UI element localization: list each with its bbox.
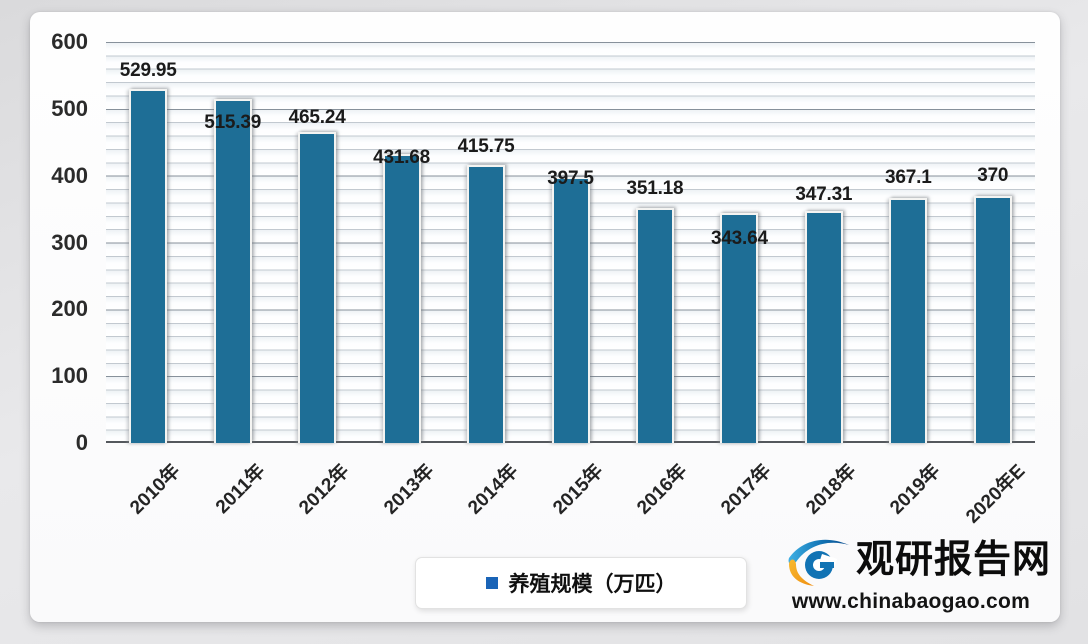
bar-2013年 [382,154,421,443]
y-axis-tick-600: 600 [51,29,88,54]
x-axis-label-2016年: 2016年 [633,460,692,519]
x-axis-label-2012年: 2012年 [295,460,354,519]
y-axis-tick-500: 500 [51,95,88,121]
bar-2010年 [129,88,168,443]
legend: 养殖规模（万匹） [415,557,747,609]
bar-2019年 [889,197,928,443]
data-label-2019年: 367.1 [885,166,932,188]
bar-2014年 [467,165,506,443]
x-axis-label-2019年: 2019年 [886,460,945,519]
x-axis-label-2011年: 2011年 [211,460,270,518]
data-label-2017年: 343.64 [710,228,768,250]
bar-2020年E [973,195,1012,443]
data-label-2020年E: 370 [977,164,1009,186]
y-axis-tick-300: 300 [51,229,88,255]
y-axis-tick-0: 0 [75,430,88,455]
x-axis-label-2017年: 2017年 [717,460,776,519]
bar-2011年 [213,98,252,443]
bar-2012年 [298,132,337,443]
x-axis-label-2014年: 2014年 [464,460,523,519]
data-label-2014年: 415.75 [457,136,515,158]
data-label-2016年: 351.18 [626,178,684,200]
x-axis-label-2018年: 2018年 [802,460,861,519]
x-axis-label-2015年: 2015年 [548,460,607,519]
brand-site-url: www.chinabaogao.com [791,590,1031,613]
data-label-2015年: 397.5 [547,168,594,190]
bar-2016年 [635,208,674,443]
y-axis-tick-100: 100 [51,363,88,389]
bar-2018年 [804,210,843,443]
data-label-2013年: 431.68 [373,147,431,169]
data-label-2010年: 529.95 [119,59,177,81]
x-axis-label-2020年E: 2020年E [962,460,1030,528]
data-label-2011年: 515.39 [204,111,262,133]
y-axis-tick-200: 200 [51,296,88,322]
chart-card: 529.95 515.39 465.24 431.68 415.75 397.5 351.1… [30,12,1060,622]
x-axis-label-2010年: 2010年 [126,460,185,519]
legend-label: 养殖规模（万匹） [508,573,677,596]
chinabaogao-logo-icon [788,539,849,586]
data-label-2018年: 347.31 [795,183,853,205]
brand-site-name: 观研报告网 [856,539,1052,581]
x-axis-label-2013年: 2013年 [379,460,438,519]
legend-marker-icon [485,577,498,589]
y-axis-tick-400: 400 [51,162,88,188]
bar-2015年 [551,177,590,443]
data-label-2012年: 465.24 [288,107,346,129]
bar-2017年 [720,213,759,443]
